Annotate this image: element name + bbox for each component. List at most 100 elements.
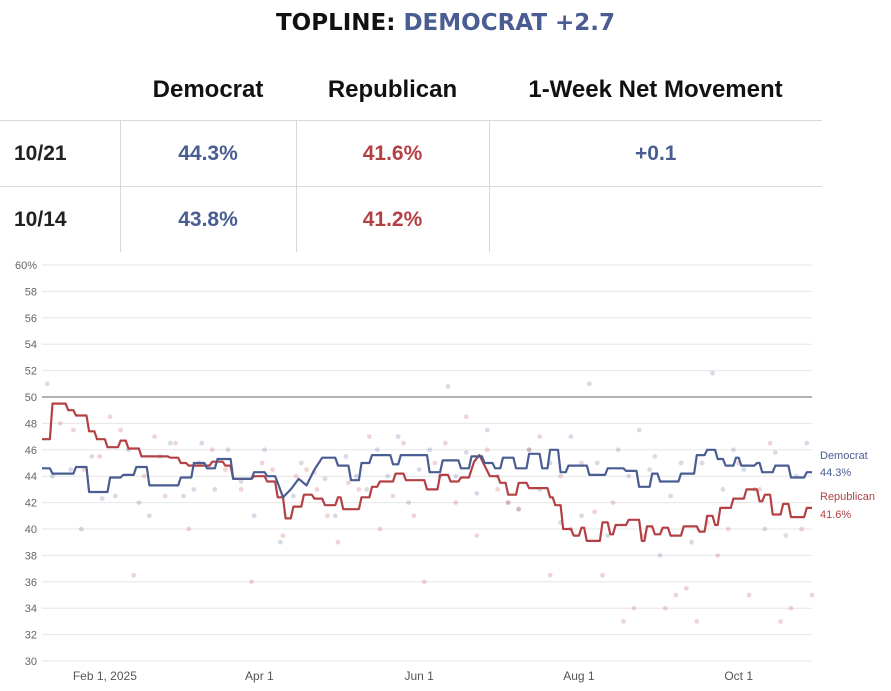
republican-poll-dot bbox=[325, 513, 330, 519]
x-tick-label: Jun 1 bbox=[404, 669, 434, 683]
democrat-poll-dot bbox=[225, 447, 231, 453]
democrat-poll-dot bbox=[579, 513, 584, 519]
row-democrat-value: 44.3% bbox=[119, 120, 296, 187]
republican-poll-dot bbox=[683, 586, 689, 591]
republican-poll-dot bbox=[152, 434, 158, 439]
header-republican: Republican bbox=[327, 76, 458, 103]
y-tick-label: 30 bbox=[25, 656, 37, 668]
republican-poll-dot bbox=[579, 460, 584, 466]
republican-poll-dot bbox=[335, 539, 341, 545]
democrat-poll-dot bbox=[636, 427, 642, 433]
republican-poll-dot bbox=[107, 414, 113, 420]
democrat-poll-dot bbox=[298, 460, 304, 466]
republican-poll-dot bbox=[610, 500, 616, 505]
democrat-poll-dot bbox=[322, 476, 328, 482]
y-tick-label: 56 bbox=[25, 313, 37, 325]
row-date: 10/21 bbox=[14, 141, 67, 165]
democrat-poll-dot bbox=[668, 493, 673, 499]
republican-poll-dot bbox=[442, 440, 448, 446]
democrat-poll-dot bbox=[427, 447, 433, 453]
x-tick-label: Apr 1 bbox=[245, 669, 274, 683]
democrat-poll-dot bbox=[741, 467, 747, 472]
democrat-poll-dot bbox=[291, 493, 296, 499]
republican-poll-dot bbox=[484, 447, 490, 453]
republican-poll-dot bbox=[474, 533, 480, 538]
republican-poll-dot bbox=[209, 447, 215, 453]
republican-poll-dot bbox=[270, 467, 275, 472]
republican-poll-dot bbox=[131, 572, 137, 578]
democrat-poll-dot bbox=[626, 473, 632, 479]
republican-poll-dot bbox=[141, 473, 147, 479]
democrat-poll-dot bbox=[251, 513, 257, 519]
democrat-poll-dot bbox=[364, 487, 370, 492]
democrat-poll-dot bbox=[710, 370, 715, 376]
y-tick-label: 34 bbox=[25, 603, 37, 615]
democrat-poll-dot bbox=[783, 533, 789, 538]
republican-poll-dot bbox=[346, 480, 351, 486]
y-tick-label: 46 bbox=[25, 445, 37, 457]
row-net-movement bbox=[488, 186, 822, 252]
end-labels: Democrat 44.3% Republican 41.6% bbox=[820, 450, 875, 521]
democrat-poll-dot bbox=[474, 490, 480, 496]
democrat-poll-dot bbox=[463, 450, 469, 455]
republican-poll-dot bbox=[401, 440, 406, 446]
republican-poll-dot bbox=[432, 460, 438, 466]
democrat-poll-dot bbox=[99, 496, 105, 502]
democrat-poll-dot bbox=[78, 526, 84, 532]
democrat-poll-dot bbox=[678, 460, 684, 466]
republican-end-name: Republican bbox=[820, 491, 875, 503]
republican-poll-dot bbox=[746, 592, 752, 598]
democrat-poll-dot bbox=[395, 434, 401, 439]
republican-poll-dot bbox=[600, 572, 605, 578]
republican-poll-dot bbox=[293, 473, 299, 479]
republican-poll-dot bbox=[558, 473, 563, 479]
democrat-poll-dot bbox=[343, 454, 349, 459]
table-header-row: Democrat Republican 1-Week Net Movement bbox=[0, 60, 822, 121]
y-tick-label: 48 bbox=[25, 418, 37, 430]
democrat-poll-dot bbox=[594, 460, 600, 466]
democrat-poll-dot bbox=[720, 487, 726, 492]
republican-poll-dot bbox=[71, 427, 76, 433]
democrat-poll-dot bbox=[146, 513, 152, 519]
democrat-poll-dot bbox=[647, 467, 653, 472]
header-democrat: Democrat bbox=[152, 76, 264, 103]
trend-lines bbox=[42, 402, 812, 542]
x-tick-label: Aug 1 bbox=[563, 669, 595, 683]
y-tick-label: 38 bbox=[25, 550, 37, 562]
republican-poll-dot bbox=[757, 487, 763, 492]
democrat-poll-dot bbox=[136, 500, 142, 505]
polling-chart: 60% 58 56 54 52 50 48 46 44 42 40 38 36 34 32 30 Feb 1,… bbox=[15, 260, 875, 683]
democrat-poll-dot bbox=[332, 513, 338, 519]
democrat-poll-dot bbox=[804, 440, 810, 446]
y-tick-label: 44 bbox=[25, 471, 37, 483]
x-tick-label: Oct 1 bbox=[724, 669, 753, 683]
republican-poll-dot bbox=[356, 487, 362, 492]
democrat-end-value: 44.3% bbox=[820, 467, 851, 479]
republican-poll-dot bbox=[547, 572, 553, 578]
republican-poll-dot bbox=[788, 605, 794, 611]
republican-poll-dot bbox=[411, 513, 417, 519]
democrat-poll-dot bbox=[586, 381, 592, 387]
democrat-line bbox=[42, 448, 812, 499]
x-tick-label: Feb 1, 2025 bbox=[73, 669, 137, 683]
republican-line bbox=[42, 402, 812, 542]
democrat-poll-dot bbox=[191, 487, 197, 492]
chart-grid bbox=[42, 264, 812, 662]
y-tick-label: 32 bbox=[25, 630, 37, 642]
democrat-poll-dot bbox=[568, 434, 574, 439]
republican-poll-dot bbox=[463, 414, 469, 420]
topline-lead: DEMOCRAT +2.7 bbox=[403, 10, 616, 36]
democrat-poll-dot bbox=[374, 447, 380, 453]
republican-poll-dot bbox=[537, 434, 543, 439]
y-tick-label: 54 bbox=[25, 339, 37, 351]
republican-poll-dot bbox=[304, 467, 309, 472]
democrat-poll-dot bbox=[445, 384, 451, 389]
democrat-poll-dot bbox=[453, 473, 459, 479]
republican-poll-dot bbox=[809, 592, 815, 598]
democrat-poll-dot bbox=[657, 553, 663, 558]
republican-poll-dot bbox=[767, 440, 773, 446]
republican-poll-dot bbox=[390, 493, 396, 499]
democrat-poll-dot bbox=[416, 467, 422, 472]
republican-poll-dot bbox=[222, 467, 228, 472]
y-axis: 60% 58 56 54 52 50 48 46 44 42 40 38 36 34 32 30 bbox=[15, 260, 37, 668]
